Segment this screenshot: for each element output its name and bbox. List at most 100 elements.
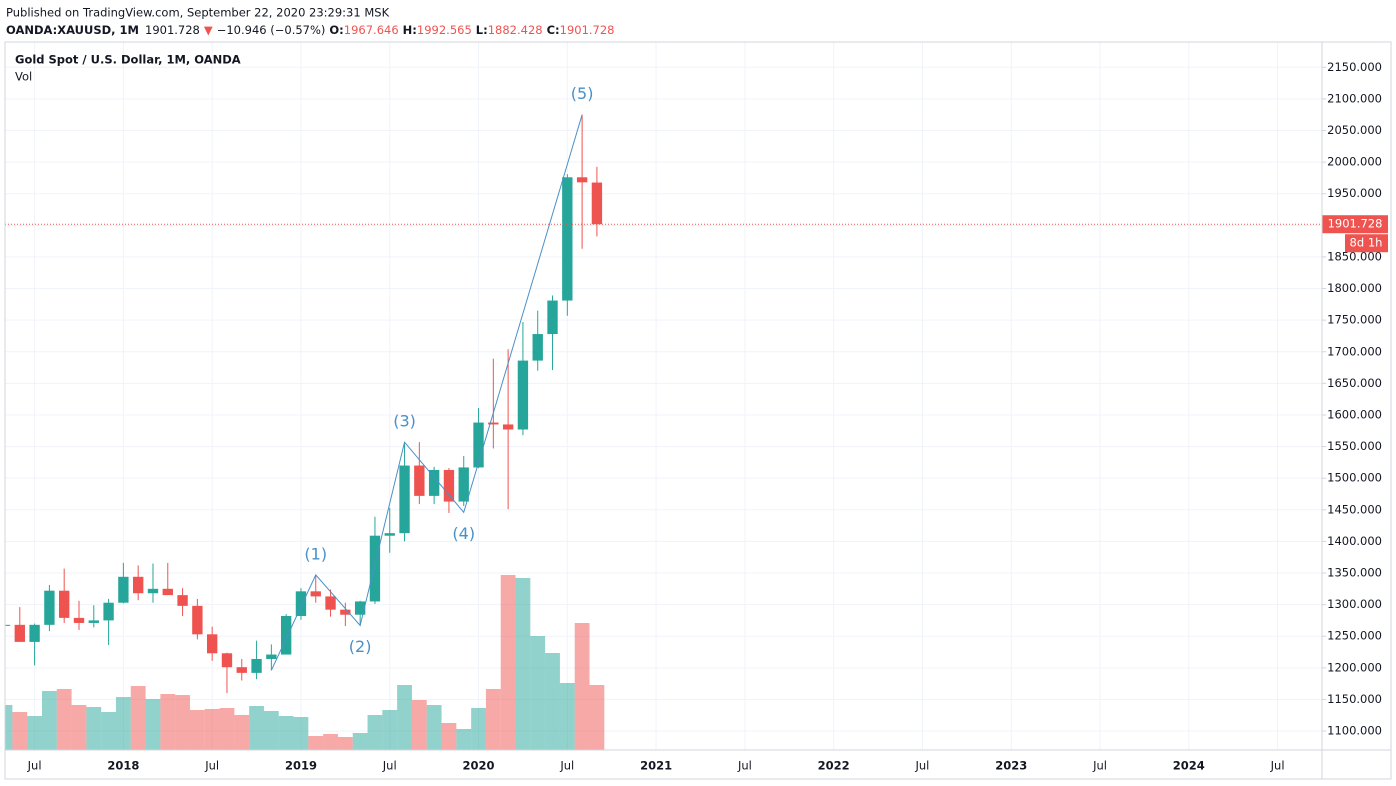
countdown: 8d 1h xyxy=(1350,236,1383,250)
candle-body xyxy=(221,653,233,668)
volume-bar xyxy=(293,717,309,750)
x-tick-label: Jul xyxy=(915,759,930,773)
high: 1992.565 xyxy=(417,23,472,37)
volume-legend: Vol xyxy=(15,70,32,84)
volume-bar xyxy=(71,705,87,750)
plot: (1) (2) (3) (4) (5) 1100.000 1150.000 1200.000 1… xyxy=(5,42,1388,773)
y-tick-label: 1950.000 xyxy=(1327,186,1382,200)
x-tick-label: 2024 xyxy=(1173,759,1205,773)
candle-body xyxy=(532,334,543,361)
volume-bar xyxy=(204,709,220,750)
candle-body xyxy=(562,177,573,301)
arrow: ▼ xyxy=(204,23,213,37)
last-price-label: 1901.728 xyxy=(1328,217,1383,231)
candle-body xyxy=(399,465,410,534)
close: 1901.728 xyxy=(560,23,615,37)
volume-bar xyxy=(5,705,13,750)
volume-bar xyxy=(574,623,590,750)
volume-bar xyxy=(249,706,264,750)
wave-label: (3) xyxy=(393,412,416,431)
h-label: H: xyxy=(403,23,417,37)
volume-bar xyxy=(500,575,516,750)
chart-title: Gold Spot / U.S. Dollar, 1M, OANDA xyxy=(15,53,241,67)
candle-body xyxy=(147,588,159,594)
y-tick-label: 1700.000 xyxy=(1327,344,1382,358)
candle-body xyxy=(251,658,262,673)
candle-body xyxy=(458,467,469,502)
x-tick-label: 2019 xyxy=(285,759,317,773)
x-tick-label: Jul xyxy=(204,759,219,773)
candle-body xyxy=(369,535,381,602)
candle-body xyxy=(428,469,440,496)
y-tick-label: 2150.000 xyxy=(1327,60,1382,74)
candle-body xyxy=(384,533,395,536)
volume-bar xyxy=(456,729,472,750)
change: −10.946 (−0.57%) xyxy=(217,23,326,37)
volume-bar xyxy=(530,636,546,750)
y-tick-label: 1600.000 xyxy=(1327,407,1382,421)
candle-body xyxy=(517,360,529,430)
countdown-box xyxy=(1345,234,1388,253)
volume-bar xyxy=(234,715,250,750)
y-tick-label: 1650.000 xyxy=(1327,376,1382,390)
candle-body xyxy=(162,588,173,596)
y-tick-label: 1850.000 xyxy=(1327,249,1382,263)
volume-bar xyxy=(485,689,501,750)
frame xyxy=(4,41,1392,780)
wave-label: (4) xyxy=(452,524,475,543)
volume-bar xyxy=(589,685,605,750)
x-tick-label: Jul xyxy=(382,759,397,773)
l-label: L: xyxy=(476,23,488,37)
y-tick-label: 2000.000 xyxy=(1327,155,1382,169)
volume-bar xyxy=(397,685,412,750)
candle-body xyxy=(340,609,351,615)
volume-bar xyxy=(278,716,294,750)
symbol-line: OANDA:XAUUSD, 1M 1901.728 ▼ −10.946 (−0.57%… xyxy=(6,23,615,37)
y-tick-label: 1250.000 xyxy=(1327,629,1382,643)
candle-body xyxy=(118,576,129,603)
x-tick-label: 2021 xyxy=(640,759,672,773)
volume-bar xyxy=(367,715,383,750)
candle-body xyxy=(59,590,70,618)
candle-body xyxy=(44,590,55,625)
wave-label: (1) xyxy=(304,544,327,563)
volume-bar xyxy=(27,716,42,750)
candle-body xyxy=(502,424,514,430)
candle-body xyxy=(547,300,558,335)
candle-body xyxy=(576,177,588,183)
volume-bar xyxy=(145,699,161,750)
x-tick-label: 2023 xyxy=(995,759,1027,773)
x-tick-label: 2018 xyxy=(107,759,139,773)
c-label: C: xyxy=(547,23,560,37)
published: Published on TradingView.com, September … xyxy=(6,6,390,20)
candle-body xyxy=(591,182,603,225)
candle-body xyxy=(354,601,366,615)
volume-bar xyxy=(263,711,279,750)
candle-body xyxy=(473,422,484,468)
x-tick-label: 2020 xyxy=(463,759,495,773)
y-tick-label: 1750.000 xyxy=(1327,313,1382,327)
wave-line xyxy=(270,114,583,671)
candle-body xyxy=(177,595,188,606)
volume-bar xyxy=(352,733,368,750)
candle-body xyxy=(192,605,203,635)
last-price-box xyxy=(1322,215,1388,234)
volume-bar xyxy=(426,705,442,750)
y-tick-label: 2050.000 xyxy=(1327,123,1382,137)
candle-body xyxy=(206,634,218,654)
candle-body xyxy=(5,624,11,626)
x-tick-label: Jul xyxy=(1092,759,1107,773)
plot-area: (1) (2) (3) (4) (5) xyxy=(5,42,1322,750)
y-tick-label: 1500.000 xyxy=(1327,471,1382,485)
candle-body xyxy=(14,624,25,642)
last: 1901.728 xyxy=(145,23,200,37)
volume-bar xyxy=(441,723,457,750)
volume-bar xyxy=(337,737,353,750)
open: 1967.646 xyxy=(344,23,399,37)
candle-body xyxy=(325,596,336,610)
candle-body xyxy=(73,617,85,623)
volume-bar xyxy=(56,689,72,750)
volume-bar xyxy=(411,700,427,750)
volume-bar xyxy=(115,697,131,750)
